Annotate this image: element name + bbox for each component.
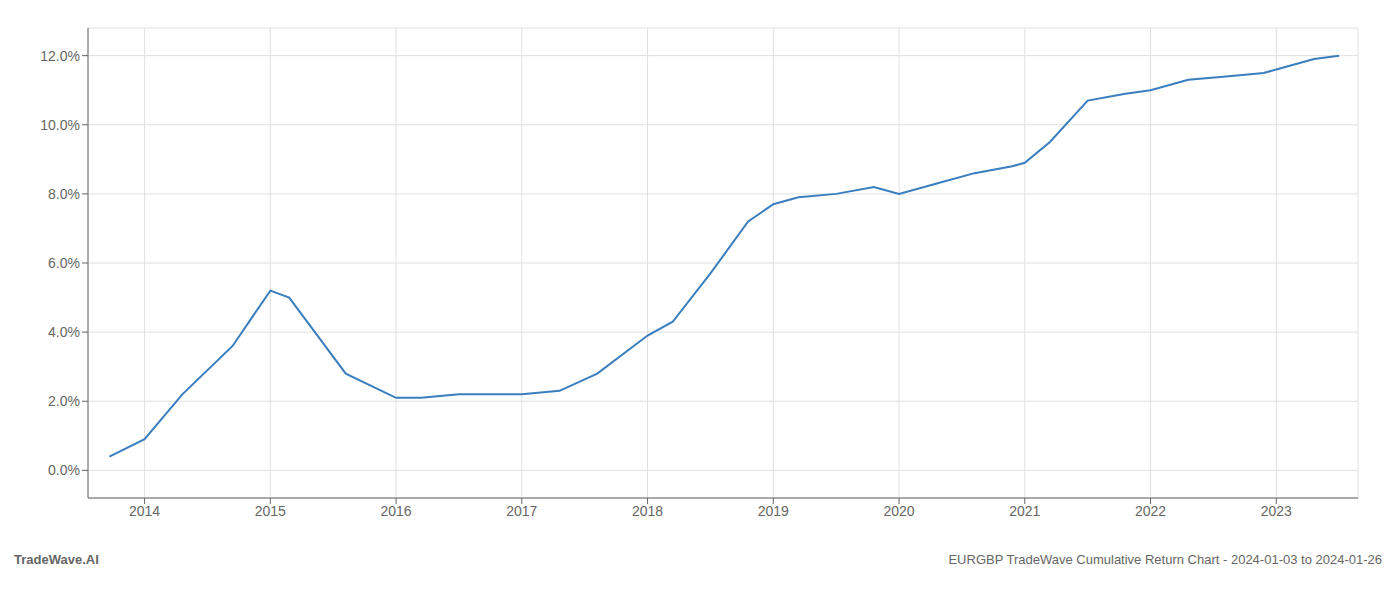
svg-text:2023: 2023: [1261, 503, 1292, 519]
svg-text:12.0%: 12.0%: [40, 48, 80, 64]
svg-text:10.0%: 10.0%: [40, 117, 80, 133]
svg-text:2019: 2019: [758, 503, 789, 519]
html-text:EURGBP TradeWave Cumulative Re: EURGBP TradeWave Cumulative Return Chart…: [948, 552, 1382, 567]
svg-text:6.0%: 6.0%: [48, 255, 80, 271]
svg-text:0.0%: 0.0%: [48, 462, 80, 478]
svg-text:2022: 2022: [1135, 503, 1166, 519]
svg-text:2021: 2021: [1009, 503, 1040, 519]
svg-text:2018: 2018: [632, 503, 663, 519]
svg-text:2.0%: 2.0%: [48, 393, 80, 409]
svg-text:2016: 2016: [380, 503, 411, 519]
svg-text:2017: 2017: [506, 503, 537, 519]
html-text:TradeWave.AI: TradeWave.AI: [14, 552, 99, 567]
svg-text:8.0%: 8.0%: [48, 186, 80, 202]
svg-text:2014: 2014: [129, 503, 160, 519]
svg-text:2020: 2020: [883, 503, 914, 519]
svg-text:2015: 2015: [255, 503, 286, 519]
svg-text:4.0%: 4.0%: [48, 324, 80, 340]
